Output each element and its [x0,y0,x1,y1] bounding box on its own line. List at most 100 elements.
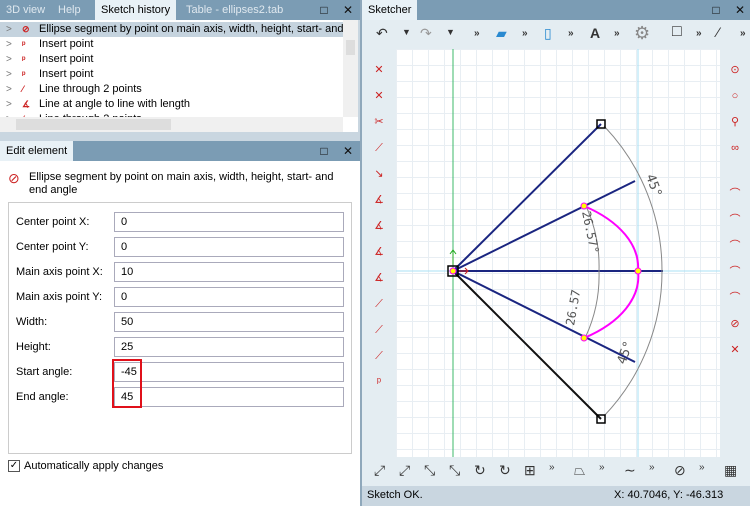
constraint-tool-icon[interactable]: ↘ [374,168,384,180]
close-icon[interactable]: ✕ [342,3,354,17]
constraint-tool-icon[interactable]: ⟋ [375,298,383,310]
constraint-tool-icon[interactable]: ✂ [374,116,384,128]
field-input[interactable]: 45 [114,387,344,407]
transform-tool-icon[interactable]: ⊞ [524,462,536,478]
constraint-tool-icon[interactable]: ∡ [374,272,384,284]
splitter[interactable] [360,0,362,506]
transform-tool-icon[interactable]: ↻ [499,462,511,478]
draw-tool-icon[interactable]: ⚲ [730,116,740,128]
more-icon[interactable]: » [614,28,620,39]
maximize-icon[interactable]: □ [320,144,328,158]
constraint-tool-icon[interactable]: ⟋ [375,142,383,154]
expand-chevron-icon[interactable]: > [6,84,12,95]
draw-tool-icon[interactable]: ⌒ [729,214,741,226]
history-item[interactable]: > ∡ Line at angle to line with length [0,97,343,112]
transform-tool-icon[interactable]: ⊘ [674,462,686,478]
book-icon[interactable]: ▯ [544,25,552,41]
tab-edit-element[interactable]: Edit element [0,141,74,161]
transform-tool-icon[interactable]: ∼ [624,462,636,478]
redo-icon[interactable]: ↷ [420,25,432,41]
scroll-thumb-h[interactable] [16,119,171,130]
expand-chevron-icon[interactable]: > [6,39,12,50]
vertical-scrollbar[interactable] [343,20,358,117]
horizontal-scrollbar[interactable] [0,117,343,132]
undo-icon[interactable]: ↶ [376,25,388,41]
close-icon[interactable]: ✕ [342,144,354,158]
history-item[interactable]: > ᵖ Insert point [0,52,343,67]
transform-tool-icon[interactable]: ⏢ [574,462,586,478]
constraint-tool-icon[interactable]: ᵖ [376,376,382,388]
redo-dropdown-icon[interactable]: ▼ [446,27,455,37]
upper-angle-line [452,180,636,272]
field-input[interactable]: 50 [114,312,344,332]
draw-tool-icon[interactable]: ⌒ [729,188,741,200]
transform-tool-icon[interactable]: ▦ [724,462,738,478]
more-icon[interactable]: » [522,28,528,39]
more-icon[interactable]: » [599,462,605,473]
maximize-icon[interactable]: □ [320,3,328,17]
more-icon[interactable]: » [740,28,746,39]
dim-inner-bottom: 26.57 [563,289,583,327]
draw-tool-icon[interactable]: ⊙ [730,64,740,76]
lower-angle-line [452,270,636,363]
constraint-tool-icon[interactable]: ∡ [374,194,384,206]
tab-sketcher[interactable]: Sketcher [362,0,418,20]
history-item[interactable]: > ⊘ Ellipse segment by point on main axis,… [0,22,343,37]
field-label: Center point X: [16,216,90,228]
field-input[interactable]: 0 [114,212,344,232]
history-item[interactable]: > ᵖ Insert point [0,37,343,52]
scroll-thumb[interactable] [346,40,355,55]
field-input[interactable]: 25 [114,337,344,357]
constraint-tool-icon[interactable]: ⟋ [375,350,383,362]
constraint-tool-icon[interactable]: ∡ [374,220,384,232]
draw-tool-icon[interactable]: ∞ [731,142,739,154]
constraint-tool-icon[interactable]: ⟋ [375,324,383,336]
close-icon[interactable]: ✕ [734,3,746,17]
more-icon[interactable]: » [549,462,555,473]
draw-tool-icon[interactable]: ○ [731,90,739,102]
draw-tool-icon[interactable]: ⌒ [729,266,741,278]
constraint-tool-icon[interactable]: ✕ [374,64,384,76]
text-icon[interactable]: A [590,25,601,41]
expand-chevron-icon[interactable]: > [6,99,12,110]
more-icon[interactable]: » [699,462,705,473]
transform-tool-icon[interactable]: ⤡ [424,462,436,478]
rectangle-icon[interactable]: □ [672,23,682,40]
line-tool-icon[interactable]: ⁄ [717,24,720,40]
more-icon[interactable]: » [568,28,574,39]
constraint-tool-icon[interactable]: ∡ [374,246,384,258]
undo-dropdown-icon[interactable]: ▼ [402,27,411,37]
draw-tool-icon[interactable]: ⌒ [729,292,741,304]
maximize-icon[interactable]: □ [712,3,720,17]
transform-tool-icon[interactable]: ⤢ [399,462,411,478]
transform-tool-icon[interactable]: ↻ [474,462,486,478]
history-item[interactable]: > ⁄ Line through 2 points [0,82,343,97]
transform-tool-icon[interactable]: ⤡ [449,462,461,478]
expand-chevron-icon[interactable]: > [6,54,12,65]
expand-chevron-icon[interactable]: > [6,24,12,35]
eraser-icon[interactable]: ▰ [496,25,507,41]
draw-tool-icon[interactable]: ⊘ [730,318,740,330]
sketch-history-tree: > ⊘ Ellipse segment by point on main axis,… [0,20,358,132]
auto-apply-checkbox[interactable]: ✓ [8,460,20,472]
more-icon[interactable]: » [696,28,702,39]
sketch-canvas[interactable] [396,49,720,457]
draw-tool-icon[interactable]: ✕ [730,344,740,356]
field-input[interactable]: 10 [114,262,344,282]
insert-point-icon: ᵖ [22,39,26,49]
field-input[interactable]: -45 [114,362,344,382]
constraint-tool-icon[interactable]: ✕ [374,90,384,102]
expand-chevron-icon[interactable]: > [6,69,12,80]
tab-3d-view[interactable]: 3D view [6,4,46,16]
field-input[interactable]: 0 [114,237,344,257]
tab-help[interactable]: Help [58,4,81,16]
draw-tool-icon[interactable]: ⌒ [729,240,741,252]
tab-sketch-history[interactable]: Sketch history [95,0,177,20]
field-input[interactable]: 0 [114,287,344,307]
tab-table[interactable]: Table - ellipses2.tab [186,4,284,16]
more-icon[interactable]: » [649,462,655,473]
history-item[interactable]: > ᵖ Insert point [0,67,343,82]
gear-icon[interactable]: ⚙ [634,23,651,43]
more-icon[interactable]: » [474,28,480,39]
transform-tool-icon[interactable]: ⤢ [374,462,386,478]
